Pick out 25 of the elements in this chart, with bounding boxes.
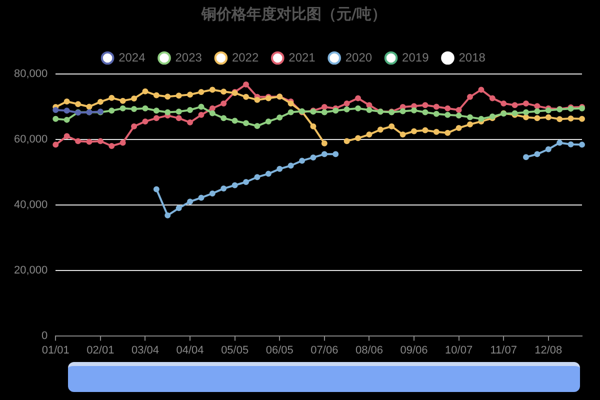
y-tick-label: 60,000 [14, 133, 48, 146]
x-tick-label: 10/07 [445, 344, 473, 356]
legend-label: 2021 [288, 50, 316, 64]
y-tick-label: 0 [42, 330, 48, 342]
y-tick-label: 80,000 [14, 68, 48, 80]
x-tick-label: 06/05 [266, 344, 294, 356]
y-tick-label: 40,000 [14, 198, 48, 211]
x-tick-label: 02/01 [86, 344, 114, 356]
x-tick-label: 03/04 [131, 344, 160, 356]
legend-label: 2018 [458, 50, 486, 64]
x-tick-label: 05/05 [221, 344, 249, 356]
x-tick-label: 12/08 [534, 344, 562, 356]
legend-label: 2024 [118, 50, 146, 64]
legend-label: 2019 [402, 50, 430, 64]
legend-label: 2022 [232, 50, 259, 64]
legend-label: 2020 [345, 50, 372, 64]
chart-title: 铜价格年度对比图（元/吨） [200, 4, 387, 23]
x-tick-label: 01/01 [42, 344, 70, 356]
x-tick-label: 09/06 [400, 344, 428, 356]
x-tick-label: 11/07 [490, 344, 517, 356]
x-tick-label: 08/06 [355, 344, 383, 356]
legend-label: 2023 [175, 50, 202, 64]
x-tick-label: 04/04 [176, 344, 204, 356]
y-tick-label: 20,000 [14, 264, 48, 276]
x-tick-label: 07/06 [310, 344, 338, 356]
